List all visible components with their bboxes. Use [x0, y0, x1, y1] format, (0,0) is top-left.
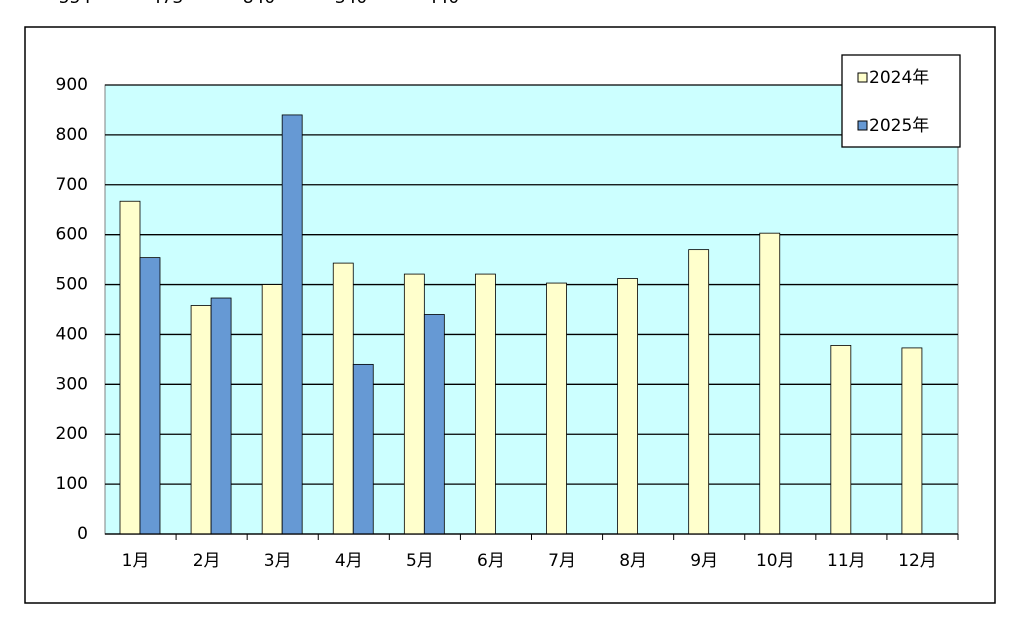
x-tick-label: 1月 [122, 551, 150, 571]
legend-box [841, 54, 961, 148]
x-tick-label: 10月 [756, 551, 795, 571]
header-value: 340 [335, 0, 367, 8]
y-tick-label: 0 [77, 524, 88, 544]
bar [190, 305, 212, 535]
bar [475, 273, 496, 535]
y-tick-label: 700 [56, 175, 88, 195]
legend-swatch [857, 120, 868, 131]
legend-label: 2024年 [869, 68, 929, 88]
x-tick-label: 2月 [193, 551, 221, 571]
header-value: 554 [59, 0, 91, 8]
bar [759, 232, 781, 535]
y-tick-label: 600 [56, 225, 88, 245]
x-tick-label: 6月 [477, 551, 505, 571]
bar [423, 314, 445, 535]
x-tick-label: 4月 [335, 551, 363, 571]
x-tick-label: 9月 [690, 551, 718, 571]
plot-area [104, 84, 959, 535]
x-tick-label: 7月 [548, 551, 576, 571]
x-tick-label: 11月 [827, 551, 866, 571]
bar [261, 284, 283, 535]
legend-label: 2025年 [869, 116, 929, 136]
header-value: 440 [427, 0, 459, 8]
legend-swatch [857, 72, 868, 83]
x-tick-label: 8月 [619, 551, 647, 571]
header-value: 840 [243, 0, 275, 8]
bar [139, 257, 161, 535]
header-value: 473 [151, 0, 183, 8]
y-tick-label: 100 [56, 474, 88, 494]
x-tick-label: 5月 [406, 551, 434, 571]
bar [403, 273, 425, 535]
bar [210, 297, 232, 535]
bar [901, 347, 923, 535]
y-tick-label: 300 [56, 374, 88, 394]
y-tick-label: 800 [56, 125, 88, 145]
bar [688, 249, 710, 535]
bar [352, 363, 374, 535]
y-tick-label: 500 [56, 275, 88, 295]
bar [119, 200, 141, 535]
y-tick-label: 400 [56, 324, 88, 344]
bar [546, 282, 567, 535]
y-tick-label: 200 [56, 424, 88, 444]
bar [332, 262, 354, 535]
y-tick-label: 900 [56, 75, 88, 95]
bar [830, 345, 852, 535]
bar [617, 278, 638, 535]
x-tick-label: 12月 [898, 551, 937, 571]
bar [281, 114, 303, 535]
x-tick-label: 3月 [264, 551, 292, 571]
